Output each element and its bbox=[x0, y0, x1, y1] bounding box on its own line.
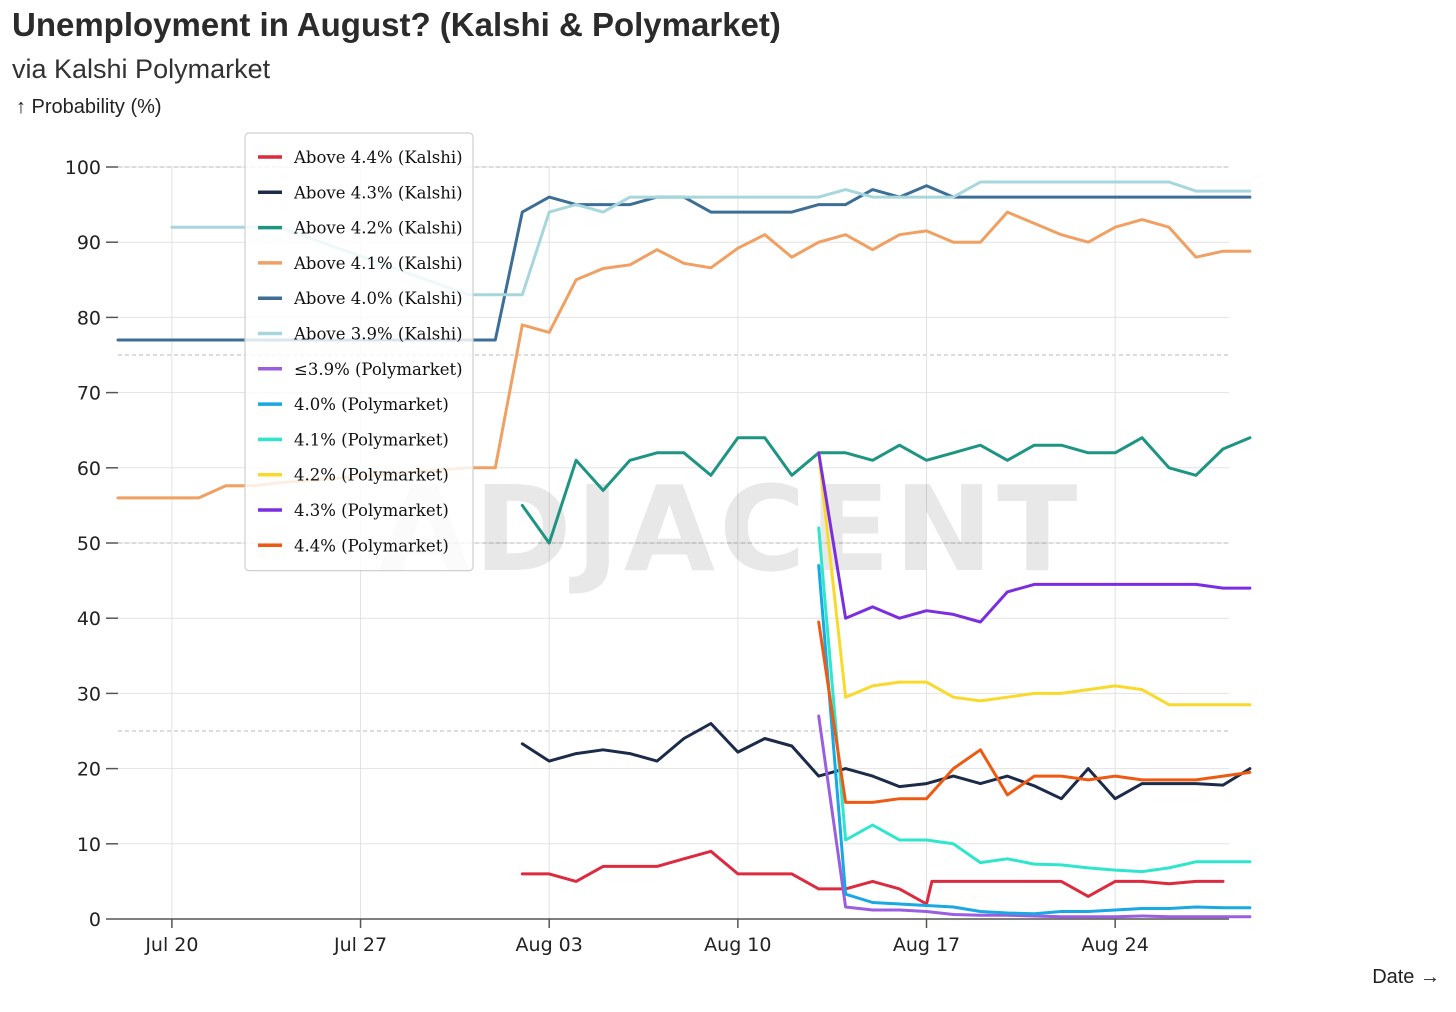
chart-title: Unemployment in August? (Kalshi & Polyma… bbox=[12, 6, 781, 43]
y-tick-label: 0 bbox=[89, 909, 101, 931]
legend: Above 4.4% (Kalshi) Above 4.3% (Kalshi) Ab… bbox=[244, 132, 474, 572]
x-tick-label: Aug 10 bbox=[704, 934, 771, 956]
series-line bbox=[520, 849, 1225, 906]
series-line bbox=[520, 436, 1252, 545]
y-tick-label: 20 bbox=[77, 759, 101, 781]
series-line bbox=[170, 180, 1252, 297]
legend-label: Above 4.3% (Kalshi) bbox=[293, 183, 463, 202]
y-tick-label: 50 bbox=[77, 533, 101, 555]
y-tick-label: 70 bbox=[77, 383, 101, 405]
y-tick-label: 100 bbox=[65, 157, 101, 179]
legend-label: 4.1% (Polymarket) bbox=[294, 430, 449, 449]
x-tick-label: Aug 17 bbox=[893, 934, 960, 956]
legend-label: Above 3.9% (Kalshi) bbox=[293, 325, 463, 344]
x-tick-label: Jul 20 bbox=[144, 934, 198, 956]
series-line bbox=[817, 526, 1252, 874]
series-line bbox=[817, 451, 1252, 707]
y-tick-label: 10 bbox=[77, 834, 101, 856]
legend-label: Above 4.2% (Kalshi) bbox=[293, 219, 463, 238]
axes: 0 10 20 30 40 50 60 70 80 90 100 Jul 20 Jul 27 Aug 03… bbox=[65, 157, 1229, 956]
legend-label: ≤3.9% (Polymarket) bbox=[294, 360, 463, 379]
x-tick-label: Aug 03 bbox=[516, 934, 583, 956]
x-axis-label: Date → bbox=[1372, 966, 1440, 988]
y-tick-label: 40 bbox=[77, 608, 101, 630]
legend-label: Above 4.4% (Kalshi) bbox=[293, 148, 463, 167]
watermark-text: ADJACENT bbox=[379, 460, 1082, 598]
series-line bbox=[520, 722, 1252, 801]
legend-label: 4.4% (Polymarket) bbox=[294, 536, 449, 555]
legend-label: Above 4.1% (Kalshi) bbox=[293, 254, 463, 273]
legend-label: Above 4.0% (Kalshi) bbox=[293, 289, 463, 308]
legend-label: 4.0% (Polymarket) bbox=[294, 395, 449, 414]
series-line bbox=[817, 451, 1252, 624]
legend-label: 4.3% (Polymarket) bbox=[294, 501, 449, 520]
legend-label: 4.2% (Polymarket) bbox=[294, 466, 449, 485]
y-tick-label: 60 bbox=[77, 458, 101, 480]
y-axis-label: ↑ Probability (%) bbox=[16, 96, 162, 118]
series-line bbox=[817, 564, 1252, 916]
x-tick-label: Aug 24 bbox=[1081, 934, 1148, 956]
series-line bbox=[817, 620, 1252, 804]
y-tick-label: 90 bbox=[77, 232, 101, 254]
y-tick-label: 80 bbox=[77, 307, 101, 329]
y-tick-label: 30 bbox=[77, 683, 101, 705]
series-lines bbox=[116, 180, 1252, 919]
chart-subtitle: via Kalshi Polymarket bbox=[12, 54, 271, 84]
x-tick-label: Jul 27 bbox=[333, 934, 387, 956]
series-line bbox=[817, 714, 1252, 919]
legend-box bbox=[244, 132, 474, 572]
